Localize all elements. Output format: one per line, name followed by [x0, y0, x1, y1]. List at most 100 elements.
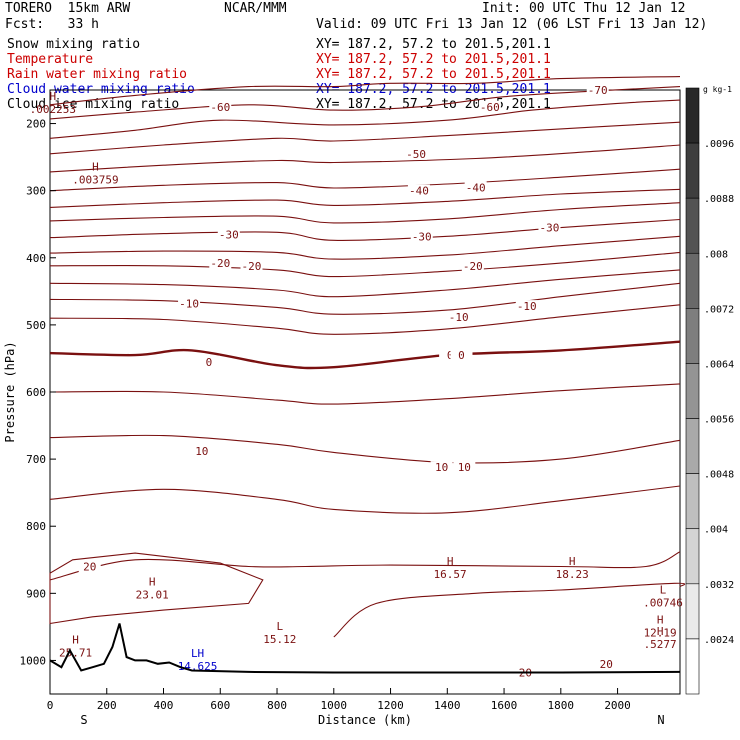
extremum-value: 23.01 — [136, 588, 169, 601]
contour-label: 10 — [195, 445, 208, 458]
contour-label: -40 — [466, 181, 486, 194]
temperature-contours — [49, 76, 686, 638]
contour-label-bg — [453, 461, 476, 474]
field-range: XY= 187.2, 57.2 to 201.5,201.1 — [316, 52, 551, 67]
x-tick-label: 200 — [97, 699, 117, 712]
y-axis-label: Pressure (hPa) — [3, 341, 17, 442]
contour-label: -20 — [210, 257, 230, 270]
y-tick-label: 500 — [26, 319, 46, 332]
contour-label-bg — [209, 100, 232, 113]
x-tick-label: 1600 — [491, 699, 518, 712]
y-tick-label: 400 — [26, 252, 46, 265]
model-title: TORERO 15km ARW — [5, 1, 131, 16]
terrain-line — [49, 623, 681, 674]
temperature-contour — [49, 282, 681, 315]
x-tick-label: 1400 — [434, 699, 461, 712]
y-axis: 200 300 400 500 600 700 800 900 1000 Pressure (hP… — [3, 118, 56, 667]
contour-label-bg — [430, 461, 453, 474]
init-time: Init: 00 UTC Thu 12 Jan 12 — [482, 1, 686, 16]
x-axis-label: Distance (km) — [318, 713, 412, 727]
extremum-mark: H — [447, 555, 454, 568]
y-tick-label: 600 — [26, 386, 46, 399]
contour-label-bg — [78, 560, 101, 573]
extremum-value: 16.57 — [434, 568, 467, 581]
extremum-mark: H — [569, 555, 576, 568]
forecast-hour: Fcst: 33 h — [5, 17, 99, 32]
contour-label-bg — [586, 84, 609, 96]
extremum-value: 15.12 — [263, 633, 296, 646]
contour-label: -50 — [406, 148, 426, 161]
x-tick-label: 2000 — [604, 699, 631, 712]
contour-label: 10 — [435, 461, 448, 474]
extremum-mark: H — [657, 625, 664, 638]
colorbar-tick-label: .0024 — [704, 635, 734, 646]
colorbar-swatch — [685, 252, 700, 309]
x-tick-label: 0 — [47, 699, 54, 712]
extremum-value: 12.19 — [644, 627, 677, 640]
extremum-value: .003759 — [72, 174, 118, 187]
colorbar-tick-label: .0032 — [704, 580, 734, 591]
colorbar-swatch — [685, 418, 700, 474]
endpoint-left: S — [80, 713, 87, 727]
contour-label-bg — [240, 259, 263, 272]
extremum-mark: H — [92, 161, 99, 174]
warm-contour-south — [333, 582, 686, 638]
contour-label: 0 — [458, 349, 465, 362]
temperature-contour — [49, 76, 681, 106]
temperature-contour — [49, 251, 681, 278]
contour-label: -70 — [588, 84, 608, 97]
contour-label-bg — [595, 657, 618, 670]
field-name: Rain water mixing ratio — [7, 67, 187, 82]
contour-label-bg — [190, 445, 213, 458]
contour-label-bg — [197, 355, 220, 368]
temperature-contour — [49, 202, 681, 224]
contour-label-bg — [178, 297, 201, 310]
contour-label-bg — [410, 230, 433, 243]
extremum-mark: L — [277, 620, 284, 633]
temperature-contour — [49, 121, 681, 155]
field-range: XY= 187.2, 57.2 to 201.5,201.1 — [316, 37, 551, 52]
temperature-contour — [49, 434, 681, 464]
x-tick-label: 1800 — [548, 699, 575, 712]
contour-label: -40 — [409, 185, 429, 198]
extremum-mark: H — [50, 90, 57, 103]
extremum-value: .5277 — [644, 638, 677, 651]
valid-time: Valid: 09 UTC Fri 13 Jan 12 (06 LST Fri … — [316, 17, 708, 32]
colorbar-swatch — [685, 583, 700, 640]
y-tick-label: 300 — [26, 185, 46, 198]
contour-label: 10 — [458, 461, 471, 474]
temperature-contour — [49, 168, 681, 192]
colorbar-tick-label: .0072 — [704, 304, 734, 315]
colorbar-swatch — [685, 308, 700, 364]
temperature-contour — [49, 269, 681, 298]
y-tick-label: 800 — [26, 520, 46, 533]
contour-label: 0 — [206, 356, 213, 369]
contour-label: -10 — [517, 300, 537, 313]
contour-label: -30 — [540, 222, 560, 235]
contour-label-bg — [478, 100, 501, 113]
y-tick-label: 200 — [26, 118, 46, 131]
contour-label-bg — [461, 259, 484, 272]
contour-label: -60 — [480, 101, 500, 114]
endpoint-right: N — [657, 713, 664, 727]
extremum-value: 18.23 — [556, 568, 589, 581]
extremum-mark: L — [660, 583, 667, 596]
colorbar-tick-label: .0064 — [704, 359, 734, 370]
contour-label: -10 — [449, 311, 469, 324]
contour-labels: -70 -60 -60 -50 -40 -40 -30 -30 -30 -20 -20 -20 -10 -… — [78, 84, 618, 680]
colorbar-swatch — [685, 473, 700, 530]
colorbar-swatch — [685, 528, 700, 585]
temperature-contour — [49, 551, 681, 581]
contour-label-bg — [209, 257, 232, 270]
x-tick-label: 800 — [267, 699, 287, 712]
colorbar: .0096 .0088 .008 .0072 .0064 .0056 .0048 .004 .0… — [685, 85, 734, 695]
temperature-contour — [49, 188, 681, 208]
colorbar-tick-label: .0048 — [704, 470, 734, 481]
temperature-contour — [49, 304, 681, 335]
field-name: Temperature — [7, 52, 93, 67]
contour-label: -10 — [179, 297, 199, 310]
contour-label-bg — [450, 349, 473, 362]
field-range: XY= 187.2, 57.2 to 201.5,201.1 — [316, 67, 551, 82]
y-tick-label: 1000 — [20, 654, 47, 667]
